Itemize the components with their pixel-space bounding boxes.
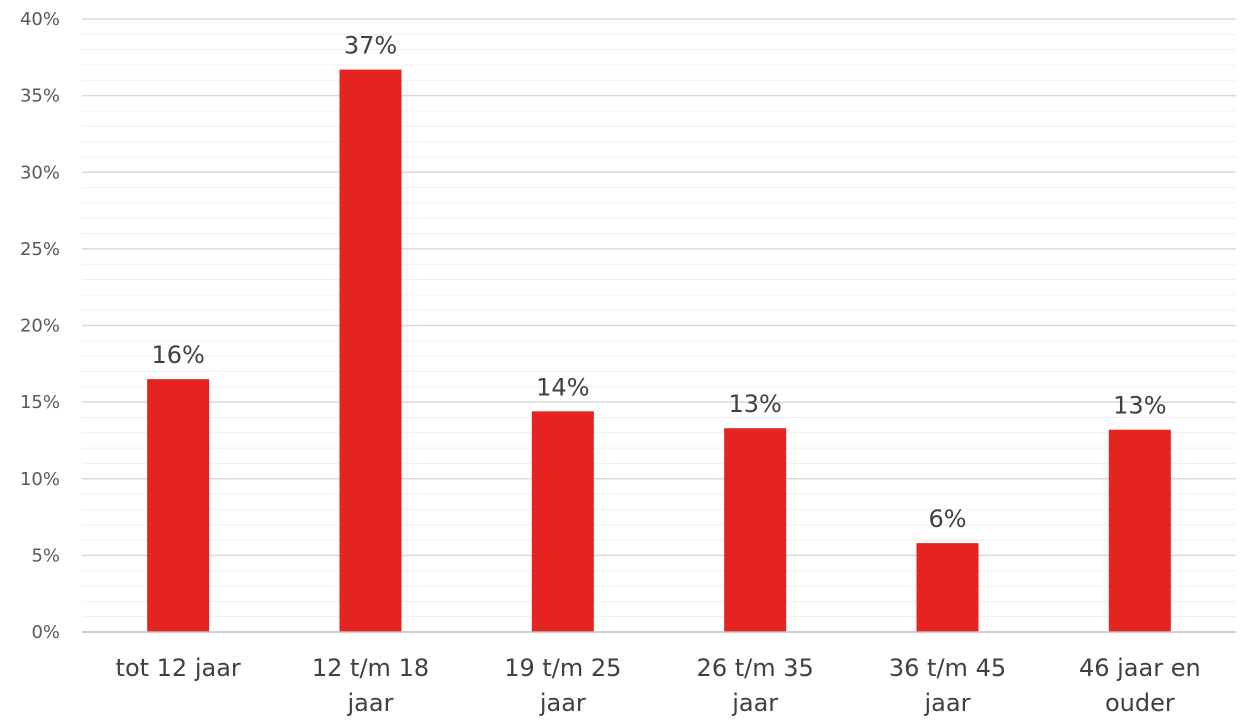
x-tick-label-line: 46 jaar en — [1079, 654, 1201, 682]
bar — [1108, 429, 1171, 632]
data-label: 37% — [344, 32, 397, 60]
x-tick-label-line: 36 t/m 45 — [889, 654, 1006, 682]
x-tick-label-line: 26 t/m 35 — [697, 654, 814, 682]
data-label: 14% — [536, 373, 589, 401]
data-label: 6% — [928, 505, 966, 533]
gridlines — [82, 18, 1236, 618]
x-tick-label-line: jaar — [347, 689, 394, 717]
x-tick-label: tot 12 jaar — [116, 654, 241, 682]
x-tick-label-line: 12 t/m 18 — [312, 654, 429, 682]
y-tick-label: 30% — [20, 162, 60, 183]
x-tick-label: 12 t/m 18 jaar — [312, 654, 429, 717]
x-tick-label-line: jaar — [731, 689, 778, 717]
y-tick-label: 40% — [20, 9, 60, 30]
y-tick-label: 25% — [20, 239, 60, 260]
x-tick-label-line: ouder — [1105, 689, 1175, 717]
y-tick-label: 10% — [20, 469, 60, 490]
bar — [339, 69, 402, 632]
bar — [147, 379, 210, 632]
x-tick-label: 19 t/m 25 jaar — [504, 654, 621, 717]
data-label: 13% — [728, 390, 781, 418]
data-labels: 16% 37% 14% 13% 6% 13% — [151, 32, 1166, 534]
data-label: 13% — [1113, 392, 1166, 420]
bar — [531, 411, 594, 632]
bars — [147, 69, 1171, 632]
x-tick-label-line: jaar — [924, 689, 971, 717]
y-tick-label: 35% — [20, 86, 60, 107]
y-tick-label: 0% — [31, 622, 60, 643]
x-tick-label-line: 19 t/m 25 — [504, 654, 621, 682]
x-tick-label: 46 jaar en ouder — [1079, 654, 1201, 717]
y-axis: 0% 5% 10% 15% 20% 25% 30% 35% 40% — [20, 9, 60, 643]
bar — [724, 428, 787, 632]
bar — [916, 543, 979, 632]
x-tick-label-line: tot 12 jaar — [116, 654, 241, 682]
data-label: 16% — [151, 341, 204, 369]
y-tick-label: 20% — [20, 316, 60, 337]
x-tick-label-line: jaar — [539, 689, 586, 717]
y-tick-label: 5% — [31, 545, 60, 566]
x-tick-label: 36 t/m 45 jaar — [889, 654, 1006, 717]
y-tick-label: 15% — [20, 392, 60, 413]
x-tick-label: 26 t/m 35 jaar — [697, 654, 814, 717]
